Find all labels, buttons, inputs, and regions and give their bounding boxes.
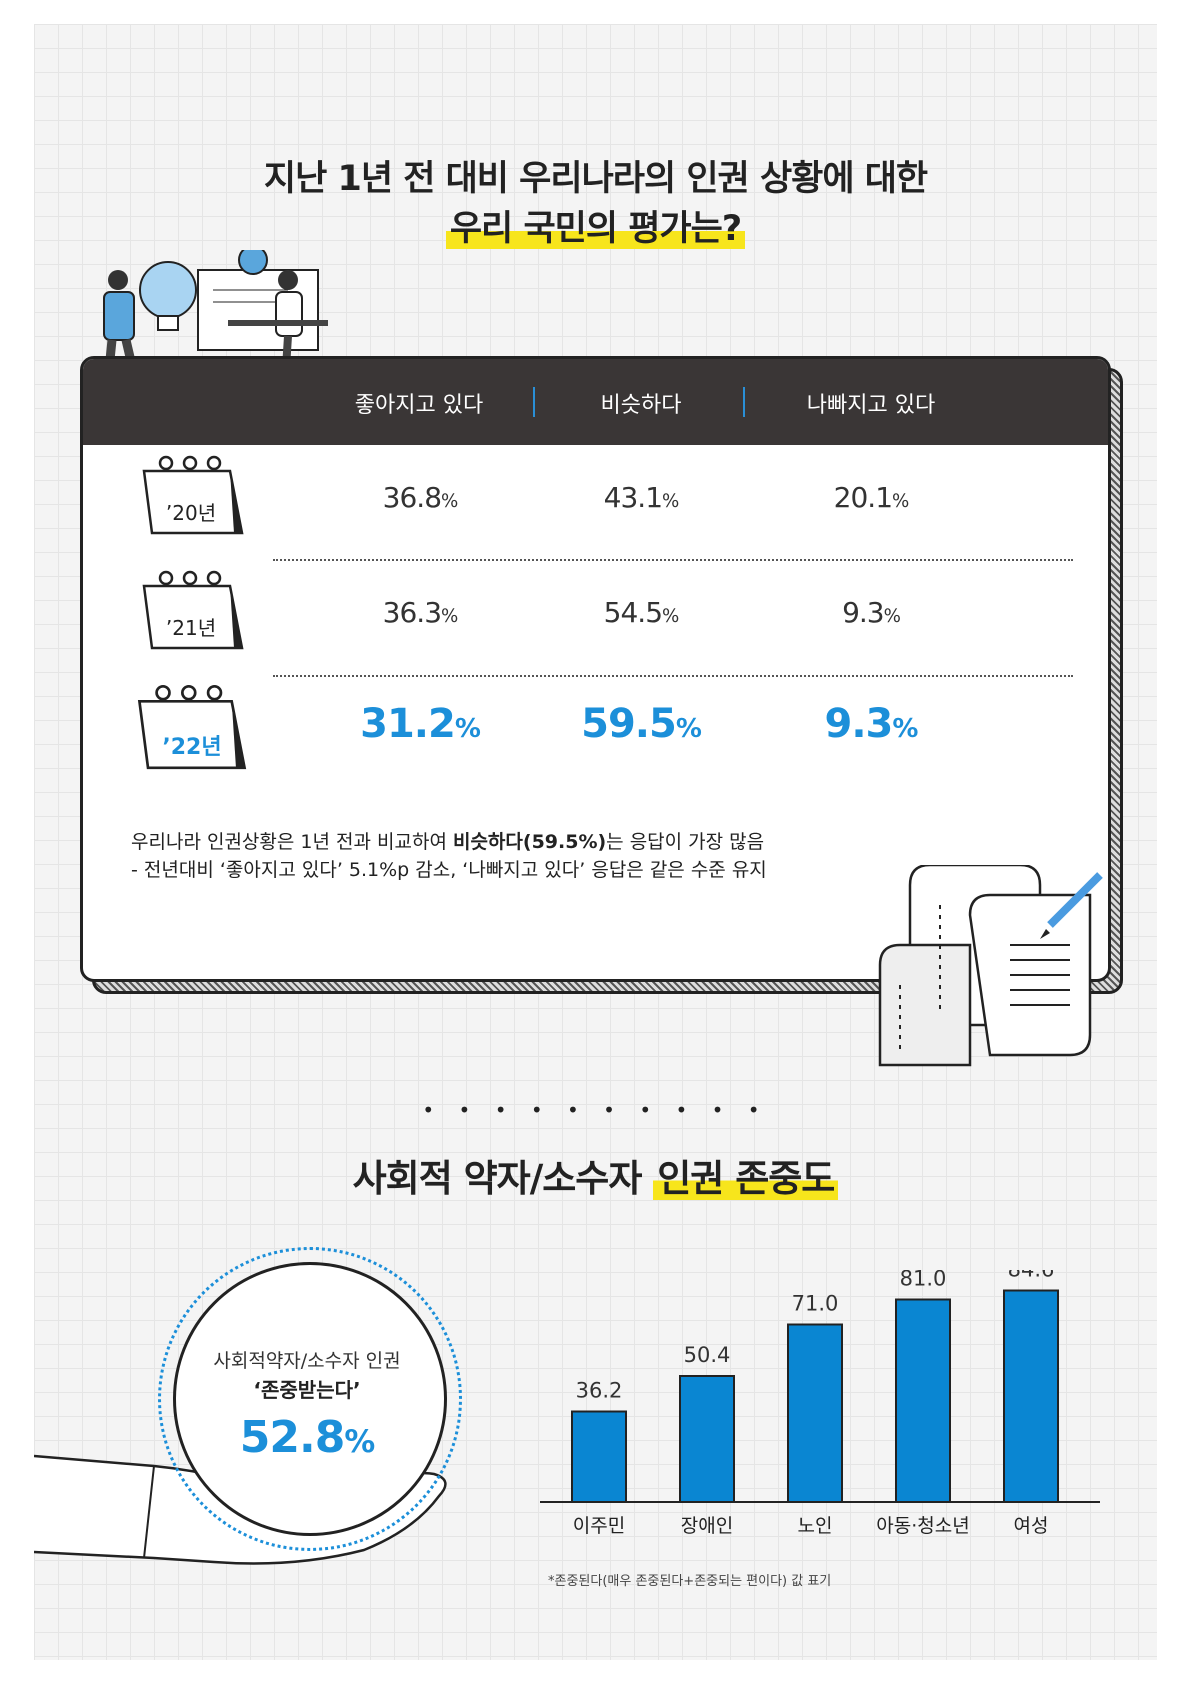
main-title-line2: 우리 국민의 평가는? — [0, 200, 1191, 251]
main-title-line1: 지난 1년 전 대비 우리나라의 인권 상황에 대한 — [263, 159, 928, 199]
circle-label-line2: ‘존중받는다’ — [253, 1378, 361, 1402]
value-2022-worse: 9.3% — [824, 701, 919, 747]
value-2020-better: 36.8% — [382, 481, 459, 514]
respect-circle — [173, 1262, 447, 1536]
bar — [787, 1323, 843, 1503]
column-header-worse: 나빠지고 있다 — [806, 393, 936, 418]
value-2021-better: 36.3% — [382, 596, 459, 629]
chart-footnote: *존중된다(매우 존중된다+존중되는 편이다) 값 표기 — [548, 1574, 832, 1589]
category-label: 아동·청소년 — [876, 1515, 969, 1537]
category-label: 노인 — [798, 1515, 833, 1537]
row-divider — [273, 559, 1073, 561]
circle-value: 52.8% — [239, 1412, 375, 1463]
value-2022-similar: 59.5% — [581, 701, 702, 747]
calendar-icon — [137, 684, 247, 770]
value-2022-better: 31.2% — [360, 701, 481, 747]
value-2020-worse: 20.1% — [833, 481, 910, 514]
column-header-similar: 비슷하다 — [600, 393, 682, 418]
header-divider — [743, 387, 745, 417]
column-header-better: 좋아지고 있다 — [354, 393, 484, 418]
table-header: 좋아지고 있다 비슷하다 나빠지고 있다 — [83, 359, 1108, 445]
year-label-2021: ’21년 — [165, 616, 217, 640]
bar-value-label: 71.0 — [792, 1292, 839, 1316]
calendar-icon — [142, 570, 244, 650]
section-title: 사회적 약자/소수자 인권 존중도 — [0, 1148, 1191, 1202]
circle-dotted-ring — [158, 1247, 462, 1551]
value-2020-similar: 43.1% — [603, 481, 680, 514]
bar-value-label: 81.0 — [900, 1270, 947, 1291]
main-title-highlight: 우리 국민의 평가는? — [445, 209, 746, 249]
bar — [1003, 1289, 1059, 1503]
year-label-2020: ’20년 — [165, 501, 217, 525]
summary-note-line1: 우리나라 인권상황은 1년 전과 비교하여 비슷하다(59.5%)는 응답이 가… — [131, 831, 765, 853]
bar-value-label: 50.4 — [684, 1343, 731, 1367]
value-2021-similar: 54.5% — [603, 596, 680, 629]
document-scroll-illustration — [878, 865, 1103, 1067]
respect-bar-chart: 36.2 이주민 50.4 장애인 71.0 노인 81.0 아동·청소년 84.6 여성 — [540, 1270, 1100, 1537]
section-separator: • • • • • • • • • • — [422, 1098, 769, 1122]
row-divider — [273, 675, 1073, 677]
summary-note-line2: - 전년대비 ‘좋아지고 있다’ 5.1%p 감소, ‘나빠지고 있다’ 응답은… — [131, 859, 767, 881]
value-2021-worse: 9.3% — [842, 596, 901, 629]
header-divider — [533, 387, 535, 417]
bar — [679, 1375, 735, 1503]
category-label: 여성 — [1014, 1515, 1049, 1537]
category-label: 이주민 — [573, 1515, 625, 1537]
bar-value-label: 84.6 — [1008, 1270, 1055, 1282]
category-label: 장애인 — [681, 1515, 733, 1537]
bar — [571, 1410, 627, 1503]
circle-label-line1: 사회적약자/소수자 인권 — [213, 1350, 401, 1372]
bar — [895, 1298, 951, 1503]
calendar-icon — [142, 455, 244, 535]
year-label-2022: ’22년 — [162, 735, 222, 760]
bar-value-label: 36.2 — [576, 1379, 623, 1403]
